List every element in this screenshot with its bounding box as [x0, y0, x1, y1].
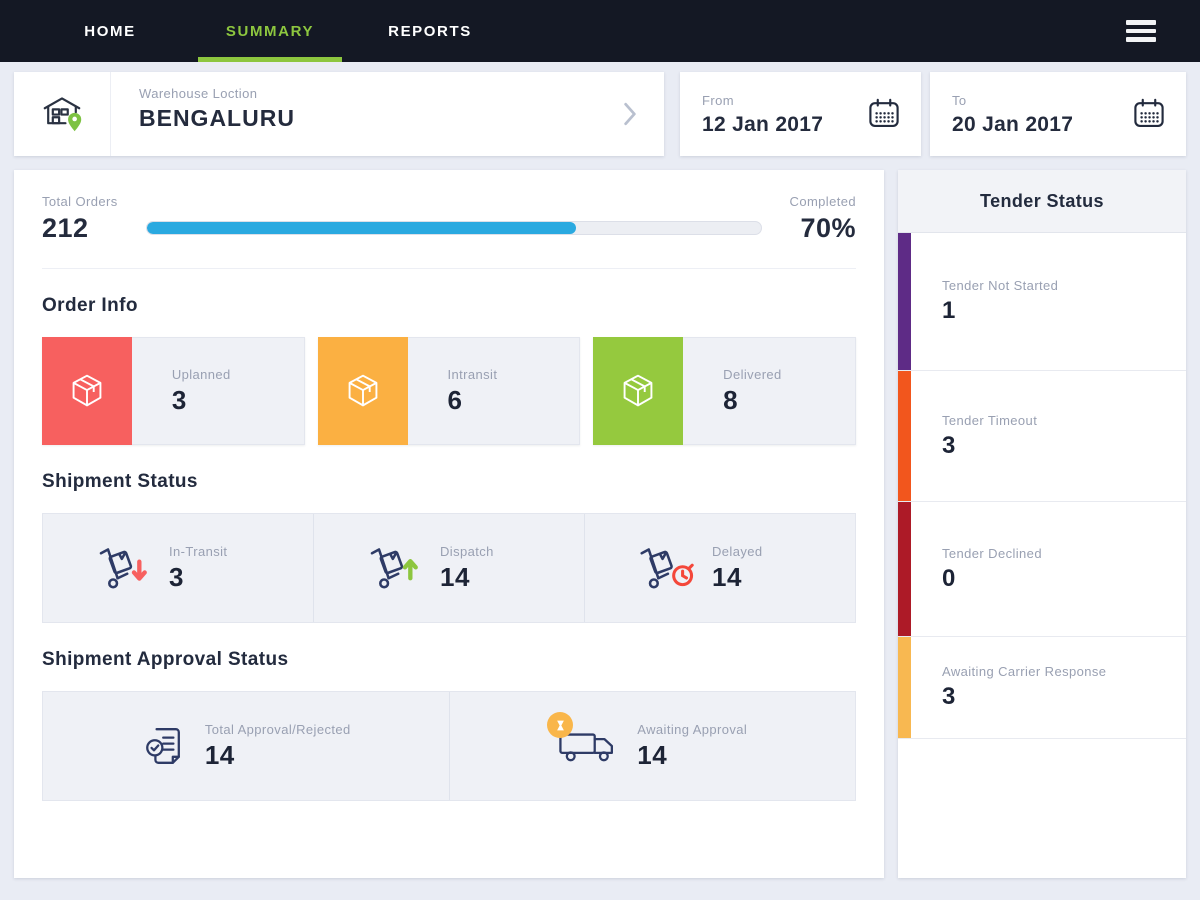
tender-item-value: 1 — [942, 297, 956, 324]
tender-status-title: Tender Status — [898, 170, 1186, 233]
handtruck-arrow-up-icon — [366, 545, 424, 591]
package-icon — [42, 337, 132, 445]
nav-item-reports[interactable]: REPORTS — [350, 0, 510, 62]
warehouse-label: Warehouse Loction — [139, 86, 258, 101]
tender-item-label: Tender Timeout — [942, 412, 1038, 428]
total-orders-progress-fill — [146, 222, 577, 234]
approval-cell-value: 14 — [204, 739, 235, 770]
total-orders-label: Total Orders — [42, 194, 118, 209]
package-icon — [317, 337, 408, 445]
tender-color-bar — [898, 371, 911, 501]
package-icon — [593, 337, 684, 445]
date-to-label: To — [952, 93, 967, 108]
handtruck-clock-icon — [636, 545, 696, 591]
nav-summary-label: SUMMARY — [225, 22, 315, 40]
order-card-label: Intransit — [447, 366, 498, 382]
total-orders-value: 212 — [42, 213, 89, 243]
orders-progress-row: Total Orders 212 Completed 70% — [42, 194, 856, 269]
order-card-intransit: Intransit 6 — [317, 337, 581, 445]
orders-progress-bar — [145, 221, 762, 235]
tender-empty-area — [898, 739, 1186, 878]
shipment-cell-delayed: Delayed 14 — [585, 514, 855, 622]
shipment-cell-value: 14 — [440, 561, 470, 592]
tender-item-value: 3 — [942, 431, 956, 459]
tender-item-value: 3 — [942, 683, 956, 710]
approval-cell-total: Total Approval/Rejected 14 — [43, 692, 450, 800]
tender-item-value: 0 — [942, 564, 956, 592]
warehouse-selector[interactable]: Warehouse Loction BENGALURU — [14, 72, 664, 156]
tender-color-bar — [898, 233, 911, 370]
order-card-value: 6 — [447, 384, 463, 415]
shipment-cell-label: Dispatch — [440, 543, 494, 559]
tender-item-not-started: Tender Not Started 1 — [898, 233, 1186, 371]
shipment-cell-value: 14 — [712, 561, 742, 592]
nav-home-label: HOME — [84, 22, 136, 40]
completed-value: 70% — [800, 213, 856, 243]
approval-status-strip: Total Approval/Rejected 14 — [42, 691, 856, 801]
approval-status-title: Shipment Approval Status — [42, 649, 289, 670]
shipment-cell-label: Delayed — [712, 543, 763, 559]
shipment-cell-label: In-Transit — [169, 543, 228, 559]
completed-label: Completed — [789, 194, 856, 209]
date-from-label: From — [702, 93, 734, 108]
tender-item-label: Awaiting Carrier Response — [942, 664, 1107, 679]
tender-color-bar — [898, 502, 911, 636]
hourglass-badge-icon — [547, 712, 574, 738]
summary-panel: Total Orders 212 Completed 70% Order Inf… — [14, 170, 884, 878]
warehouse-pin-icon — [14, 72, 111, 156]
tender-item-label: Tender Not Started — [942, 278, 1059, 293]
date-from-field[interactable]: From 12 Jan 2017 — [680, 72, 921, 156]
shipment-cell-in-transit: In-Transit 3 — [43, 514, 314, 622]
shipment-status-strip: In-Transit 3 — [42, 513, 856, 623]
shipment-cell-dispatch: Dispatch 14 — [314, 514, 585, 622]
handtruck-arrow-down-icon — [95, 545, 153, 591]
warehouse-value: BENGALURU — [139, 105, 295, 131]
document-check-icon — [141, 722, 189, 770]
order-card-label: Uplanned — [171, 366, 231, 382]
order-card-value: 3 — [171, 384, 187, 415]
chevron-right-icon[interactable] — [622, 72, 664, 156]
shipment-cell-value: 3 — [169, 561, 184, 592]
calendar-icon[interactable] — [867, 97, 901, 131]
approval-cell-label: Total Approval/Rejected — [204, 721, 351, 737]
nav-item-home[interactable]: HOME — [30, 0, 190, 62]
approval-cell-label: Awaiting Approval — [637, 721, 748, 737]
order-info-title: Order Info — [42, 295, 138, 316]
tender-color-bar — [898, 637, 911, 738]
date-from-value: 12 Jan 2017 — [702, 113, 824, 136]
order-card-label: Delivered — [723, 366, 782, 382]
tender-item-awaiting-carrier: Awaiting Carrier Response 3 — [898, 637, 1186, 739]
shipment-status-title: Shipment Status — [42, 471, 198, 492]
approval-cell-awaiting: Awaiting Approval 14 — [450, 692, 856, 800]
nav-item-summary[interactable]: SUMMARY — [190, 0, 350, 62]
order-card-unplanned: Uplanned 3 — [42, 337, 305, 445]
nav-reports-label: REPORTS — [388, 22, 472, 40]
order-card-value: 8 — [723, 384, 739, 415]
date-to-field[interactable]: To 20 Jan 2017 — [930, 72, 1186, 156]
tender-status-panel: Tender Status Tender Not Started 1 Tende… — [898, 170, 1186, 878]
truck-hourglass-icon — [547, 712, 621, 768]
tender-item-timeout: Tender Timeout 3 — [898, 371, 1186, 502]
approval-cell-value: 14 — [637, 739, 668, 770]
hamburger-menu-icon[interactable] — [1126, 20, 1156, 42]
order-card-delivered: Delivered 8 — [593, 337, 857, 445]
tender-item-label: Tender Declined — [942, 545, 1042, 561]
calendar-icon[interactable] — [1132, 97, 1166, 131]
filter-row: Warehouse Loction BENGALURU From 12 Jan … — [14, 72, 1186, 156]
date-to-value: 20 Jan 2017 — [952, 113, 1074, 136]
order-info-cards: Uplanned 3 — [42, 337, 857, 445]
tender-item-declined: Tender Declined 0 — [898, 502, 1186, 637]
top-nav: HOME SUMMARY REPORTS — [0, 0, 1200, 62]
